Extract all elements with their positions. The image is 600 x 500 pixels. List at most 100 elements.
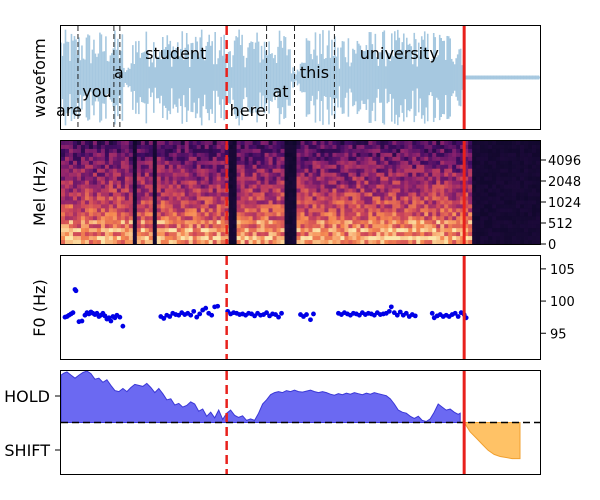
mel-cell — [308, 148, 313, 154]
mel-cell — [396, 152, 401, 158]
mel-cell — [416, 236, 421, 241]
mel-cell — [96, 180, 102, 185]
mel-cell — [128, 188, 134, 193]
mel-cell — [292, 192, 297, 197]
mel-cell — [136, 188, 142, 193]
mel-cell — [288, 216, 293, 221]
mel-cell — [212, 184, 218, 189]
mel-cell — [512, 156, 517, 162]
f0-point — [304, 312, 309, 317]
mel-cell — [324, 240, 329, 245]
mel-cell — [84, 204, 90, 209]
mel-cell — [416, 196, 421, 201]
mel-cell — [216, 184, 222, 189]
mel-cell — [532, 141, 537, 146]
mel-cell — [68, 144, 74, 150]
mel-cell — [428, 168, 433, 174]
mel-cell — [268, 216, 273, 221]
mel-cell — [64, 148, 70, 154]
mel-cell — [448, 180, 453, 185]
mel-cell — [64, 212, 70, 217]
mel-cell — [336, 184, 341, 189]
f0-point — [215, 303, 221, 309]
mel-cell — [176, 176, 182, 182]
mel-cell — [472, 236, 477, 241]
mel-cell — [124, 184, 130, 189]
mel-cell — [256, 160, 261, 166]
mel-cell — [132, 204, 138, 209]
mel-cell — [72, 152, 78, 158]
mel-cell — [284, 192, 289, 197]
mel-cell — [260, 148, 265, 154]
mel-cell — [76, 141, 82, 146]
mel-cell — [92, 168, 98, 174]
mel-cell — [340, 236, 345, 241]
mel-cell — [324, 216, 329, 221]
mel-cell — [344, 156, 349, 162]
mel-cell — [132, 164, 138, 170]
mel-cell — [168, 192, 174, 197]
mel-cell — [488, 164, 493, 170]
mel-cell — [464, 188, 469, 193]
mel-cell — [296, 196, 301, 201]
mel-cell — [328, 236, 333, 241]
mel-cell — [240, 192, 246, 197]
mel-cell — [536, 232, 541, 237]
mel-cell — [192, 192, 198, 197]
mel-cell — [496, 184, 501, 189]
mel-cell — [352, 200, 357, 205]
mel-cell — [428, 220, 433, 225]
mel-cell — [508, 160, 513, 166]
mel-cell — [156, 216, 162, 221]
mel-cell — [532, 200, 537, 205]
mel-cell — [528, 216, 533, 221]
mel-cell — [348, 180, 353, 185]
mel-cell — [280, 180, 285, 185]
mel-cell — [144, 141, 150, 146]
mel-cell — [516, 224, 521, 229]
mel-cell — [88, 192, 94, 197]
mel-cell — [256, 164, 261, 170]
mel-cell — [432, 216, 437, 221]
mel-cell — [416, 228, 421, 233]
mel-cell — [272, 196, 277, 201]
mel-cell — [516, 240, 521, 245]
mel-cell — [464, 192, 469, 197]
mel-cell — [420, 152, 425, 158]
mel-cell — [508, 168, 513, 174]
mel-cell — [184, 160, 190, 166]
mel-cell — [452, 216, 457, 221]
mel-cell — [364, 144, 369, 150]
mel-cell — [488, 160, 493, 166]
mel-cell — [516, 200, 521, 205]
mel-cell — [180, 180, 186, 185]
mel-cell — [532, 240, 537, 245]
mel-cell — [316, 240, 321, 245]
mel-cell — [200, 144, 206, 150]
mel-cell — [420, 228, 425, 233]
mel-cell — [108, 156, 114, 162]
mel-cell — [172, 152, 178, 158]
mel-cell — [232, 144, 238, 150]
mel-cell — [84, 180, 90, 185]
mel-cell — [476, 148, 481, 154]
mel-cell — [532, 152, 537, 158]
mel-cell — [464, 141, 469, 146]
mel-cell — [428, 141, 433, 146]
mel-cell — [396, 240, 401, 245]
mel-cell — [268, 240, 273, 245]
mel-cell — [364, 228, 369, 233]
mel-cell — [424, 141, 429, 146]
mel-cell — [388, 216, 393, 221]
mel-cell — [400, 208, 405, 213]
mel-cell — [148, 236, 154, 241]
mel-cell — [152, 216, 158, 221]
mel-cell — [432, 172, 437, 178]
mel-cell — [448, 164, 453, 170]
mel-cell — [72, 228, 78, 233]
mel-cell — [496, 220, 501, 225]
mel-cell — [288, 224, 293, 229]
mel-cell — [288, 148, 293, 154]
mel-cell — [308, 200, 313, 205]
mel-cell — [320, 184, 325, 189]
